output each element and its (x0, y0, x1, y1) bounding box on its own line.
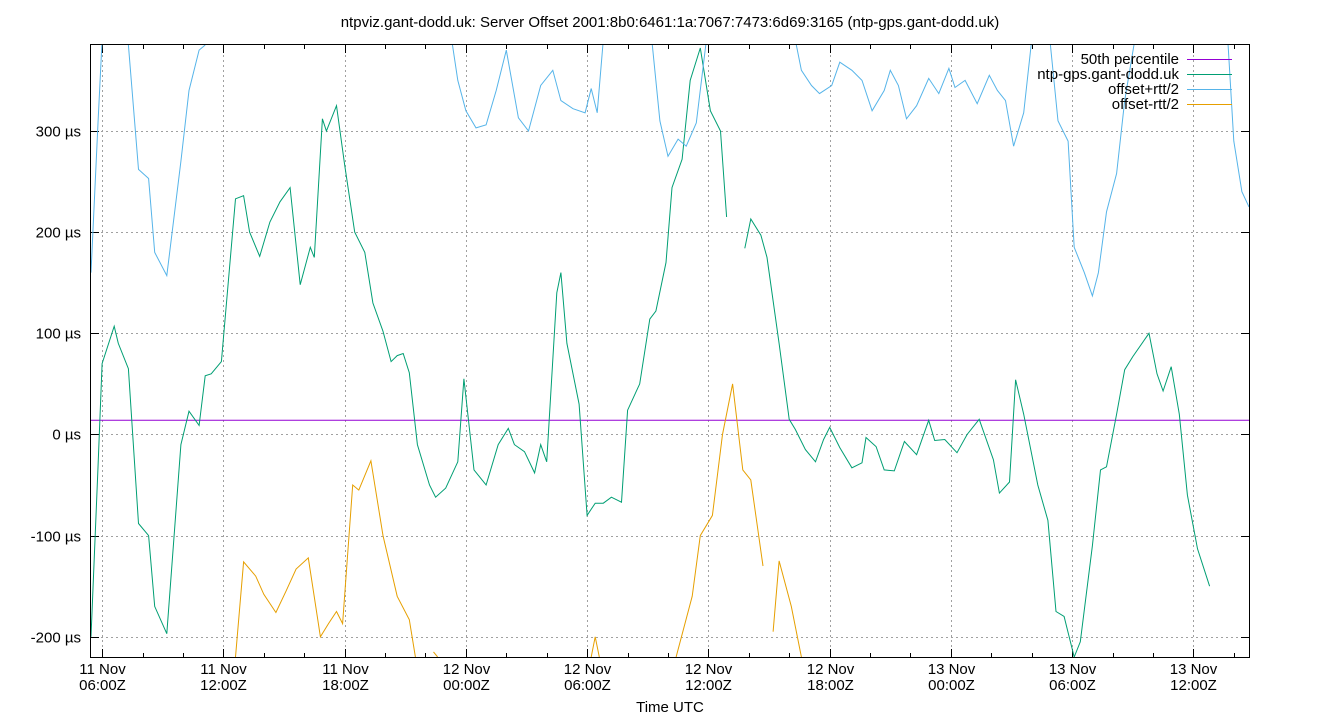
x-tick-label-date: 13 Nov (1170, 661, 1218, 678)
x-tick-label-time: 06:00Z (564, 677, 611, 694)
series-line-segment (451, 45, 604, 133)
series-line-segment (1227, 45, 1249, 208)
legend: 50th percentilentp-gps.gant-dodd.ukoffse… (1037, 51, 1232, 113)
y-tick-label: -200 µs (31, 630, 81, 647)
series-line-segment (433, 651, 438, 657)
plot-frame (90, 44, 1250, 658)
x-tick-label-date: 11 Nov (79, 661, 126, 678)
series-line-segment (744, 217, 1211, 657)
x-tick-label-date: 13 Nov (928, 661, 976, 678)
y-tick-label: 0 µs (52, 427, 81, 444)
x-tick-label-date: 12 Nov (807, 661, 855, 678)
series-line-segment (795, 45, 1032, 147)
x-tick-label-time: 06:00Z (79, 677, 126, 694)
grid (91, 45, 1249, 657)
x-tick-label-time: 00:00Z (928, 677, 975, 694)
legend-label: 50th percentile (1081, 51, 1179, 68)
series-line-segment (91, 45, 103, 273)
series-line-segment (1049, 45, 1135, 298)
x-axis-label: Time UTC (636, 699, 704, 716)
series-line-segment (127, 45, 206, 278)
x-tick-label-time: 06:00Z (1049, 677, 1096, 694)
y-tick-label: -100 µs (31, 529, 81, 546)
series-line-segment (675, 383, 764, 657)
series-line-segment (772, 560, 802, 657)
series-lines (91, 45, 1249, 657)
x-tick-label-time: 12:00Z (1170, 677, 1217, 694)
series-offset-rtt-2 (91, 45, 1249, 298)
legend-label: ntp-gps.gant-dodd.uk (1037, 66, 1179, 83)
x-tick-label-time: 12:00Z (200, 677, 247, 694)
x-tick-label-date: 11 Nov (200, 661, 247, 678)
x-tick-label-date: 11 Nov (322, 661, 369, 678)
x-tick-label-date: 13 Nov (1049, 661, 1097, 678)
axes: 300 µs 200 µs 100 µs 0 µs -100 µs -200 µs 11 N… (31, 45, 1249, 694)
y-tick-label: 300 µs (36, 124, 81, 141)
series-line-segment (590, 636, 600, 657)
x-tick-label-time: 18:00Z (322, 677, 369, 694)
x-tick-label-date: 12 Nov (685, 661, 733, 678)
x-tick-label-time: 12:00Z (685, 677, 732, 694)
series-line-segment (91, 47, 728, 637)
x-tick-label-date: 12 Nov (443, 661, 491, 678)
series-offset-rtt-2 (235, 383, 802, 657)
x-tick-label-time: 00:00Z (443, 677, 490, 694)
series-ntp-gps-gant-dodd-uk (91, 47, 1211, 657)
y-tick-label: 200 µs (36, 225, 81, 242)
legend-label: offset+rtt/2 (1108, 81, 1179, 98)
series-line-segment (651, 45, 707, 158)
x-tick-label-time: 18:00Z (807, 677, 854, 694)
legend-label: offset-rtt/2 (1112, 96, 1179, 113)
x-tick-label-date: 12 Nov (564, 661, 612, 678)
y-tick-label: 100 µs (36, 326, 81, 343)
chart-title: ntpviz.gant-dodd.uk: Server Offset 2001:… (341, 14, 1000, 31)
series-line-segment (235, 458, 416, 657)
